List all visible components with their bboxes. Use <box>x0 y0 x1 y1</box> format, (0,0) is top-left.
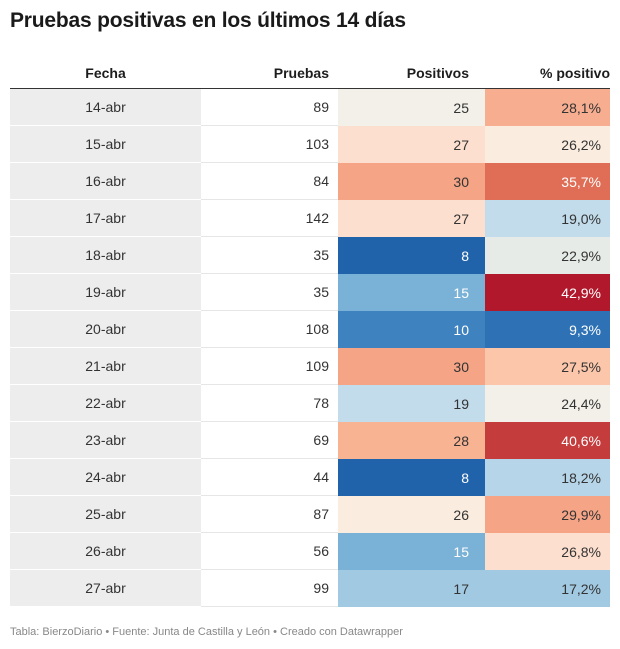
cell-fecha: 16-abr <box>10 163 201 200</box>
cell-pruebas: 44 <box>201 459 338 496</box>
cell-fecha: 21-abr <box>10 348 201 385</box>
cell-pct-positivo: 26,2% <box>485 126 610 163</box>
cell-pruebas: 109 <box>201 348 338 385</box>
cell-pruebas: 78 <box>201 385 338 422</box>
cell-pct-positivo: 19,0% <box>485 200 610 237</box>
cell-positivos: 17 <box>338 570 485 607</box>
column-header-pct-positivo[interactable]: % positivo <box>539 65 610 81</box>
table-row: 27-abr 99 17 17,2% <box>10 570 610 607</box>
table-row: 22-abr 78 19 24,4% <box>10 385 610 422</box>
cell-pruebas: 103 <box>201 126 338 163</box>
cell-fecha: 14-abr <box>10 89 201 126</box>
cell-positivos: 27 <box>338 126 485 163</box>
cell-pruebas: 87 <box>201 496 338 533</box>
cell-pct-positivo: 42,9% <box>485 274 610 311</box>
cell-fecha: 24-abr <box>10 459 201 496</box>
cell-pruebas: 69 <box>201 422 338 459</box>
cell-pct-positivo: 17,2% <box>485 570 610 607</box>
cell-pruebas: 35 <box>201 237 338 274</box>
cell-pruebas: 84 <box>201 163 338 200</box>
cell-pct-positivo: 28,1% <box>485 89 610 126</box>
cell-pct-positivo: 24,4% <box>485 385 610 422</box>
cell-fecha: 19-abr <box>10 274 201 311</box>
cell-fecha: 17-abr <box>10 200 201 237</box>
table-row: 17-abr 142 27 19,0% <box>10 200 610 237</box>
cell-positivos: 27 <box>338 200 485 237</box>
cell-fecha: 23-abr <box>10 422 201 459</box>
cell-positivos: 15 <box>338 274 485 311</box>
table-row: 16-abr 84 30 35,7% <box>10 163 610 200</box>
cell-pct-positivo: 35,7% <box>485 163 610 200</box>
cell-fecha: 26-abr <box>10 533 201 570</box>
table-row: 21-abr 109 30 27,5% <box>10 348 610 385</box>
cell-positivos: 25 <box>338 89 485 126</box>
cell-pruebas: 56 <box>201 533 338 570</box>
column-header-positivos[interactable]: Positivos <box>406 65 469 81</box>
cell-pruebas: 99 <box>201 570 338 607</box>
table-row: 14-abr 89 25 28,1% <box>10 89 610 126</box>
cell-positivos: 30 <box>338 348 485 385</box>
cell-pct-positivo: 9,3% <box>485 311 610 348</box>
table-row: 23-abr 69 28 40,6% <box>10 422 610 459</box>
cell-pct-positivo: 22,9% <box>485 237 610 274</box>
cell-positivos: 26 <box>338 496 485 533</box>
cell-pct-positivo: 40,6% <box>485 422 610 459</box>
cell-pruebas: 142 <box>201 200 338 237</box>
footer-credits: Tabla: BierzoDiario • Fuente: Junta de C… <box>10 626 403 638</box>
table-row: 26-abr 56 15 26,8% <box>10 533 610 570</box>
cell-pruebas: 108 <box>201 311 338 348</box>
cell-fecha: 25-abr <box>10 496 201 533</box>
cell-positivos: 15 <box>338 533 485 570</box>
table-row: 20-abr 108 10 9,3% <box>10 311 610 348</box>
data-table: Fecha Pruebas Positivos % positivo 14-ab… <box>10 58 610 607</box>
cell-pct-positivo: 26,8% <box>485 533 610 570</box>
cell-pct-positivo: 27,5% <box>485 348 610 385</box>
table-header: Fecha Pruebas Positivos % positivo <box>10 58 610 89</box>
cell-pct-positivo: 29,9% <box>485 496 610 533</box>
cell-fecha: 20-abr <box>10 311 201 348</box>
table-row: 25-abr 87 26 29,9% <box>10 496 610 533</box>
table-row: 15-abr 103 27 26,2% <box>10 126 610 163</box>
page-title: Pruebas positivas en los últimos 14 días <box>10 9 406 32</box>
cell-positivos: 28 <box>338 422 485 459</box>
cell-pct-positivo: 18,2% <box>485 459 610 496</box>
table-body: 14-abr 89 25 28,1% 15-abr 103 27 26,2% 16-abr 84 3… <box>10 89 610 607</box>
table-row: 19-abr 35 15 42,9% <box>10 274 610 311</box>
cell-fecha: 15-abr <box>10 126 201 163</box>
cell-pruebas: 35 <box>201 274 338 311</box>
cell-positivos: 8 <box>338 237 485 274</box>
cell-fecha: 22-abr <box>10 385 201 422</box>
column-header-fecha[interactable]: Fecha <box>85 65 126 81</box>
cell-fecha: 27-abr <box>10 570 201 607</box>
cell-positivos: 8 <box>338 459 485 496</box>
table-row: 24-abr 44 8 18,2% <box>10 459 610 496</box>
cell-pruebas: 89 <box>201 89 338 126</box>
cell-positivos: 10 <box>338 311 485 348</box>
table-row: 18-abr 35 8 22,9% <box>10 237 610 274</box>
cell-positivos: 30 <box>338 163 485 200</box>
column-header-pruebas[interactable]: Pruebas <box>273 65 329 81</box>
cell-positivos: 19 <box>338 385 485 422</box>
cell-fecha: 18-abr <box>10 237 201 274</box>
